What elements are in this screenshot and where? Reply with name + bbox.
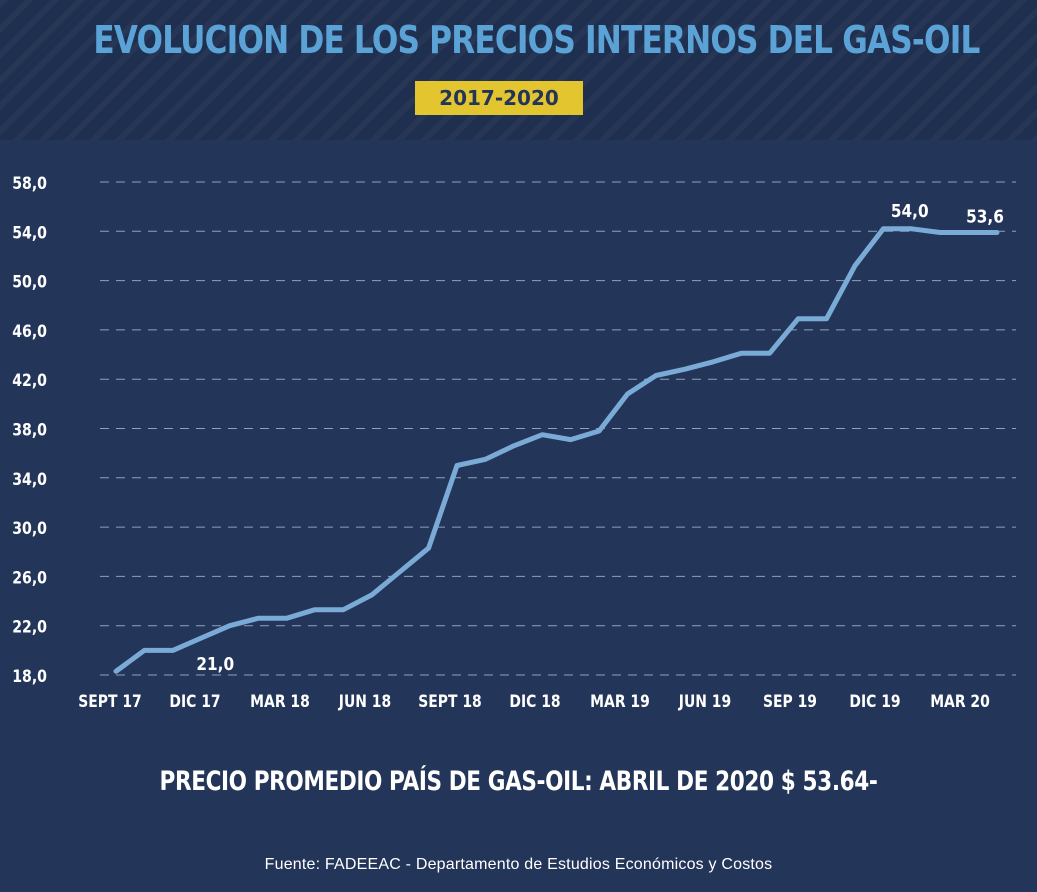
x-tick-label: MAR 19 xyxy=(590,692,650,712)
y-tick-label: 22,0 xyxy=(12,617,47,637)
x-tick-label: SEP 19 xyxy=(763,692,817,712)
x-tick-label: DIC 19 xyxy=(849,692,900,712)
source-note: Fuente: FADEEAC - Departamento de Estudi… xyxy=(264,856,773,873)
y-tick-label: 26,0 xyxy=(12,568,47,588)
y-tick-label: 18,0 xyxy=(12,667,47,687)
y-tick-label: 46,0 xyxy=(12,322,47,342)
x-axis-ticks: SEPT 17 DIC 17 MAR 18 JUN 18 SEPT 18 DIC 18 MA… xyxy=(78,692,990,712)
y-tick-label: 58,0 xyxy=(12,174,47,194)
y-axis-ticks: 18,0 22,0 26,0 30,0 34,0 38,0 42,0 46,0 50,0 54,0… xyxy=(12,174,47,687)
header-band xyxy=(0,0,1037,140)
line-chart: 18,0 22,0 26,0 30,0 34,0 38,0 42,0 46,0 50,0 54,0… xyxy=(12,174,1016,712)
data-label: 54,0 xyxy=(891,200,929,222)
data-label: 53,6 xyxy=(966,205,1004,227)
x-tick-label: DIC 18 xyxy=(509,692,560,712)
x-tick-label: SEPT 18 xyxy=(418,692,481,712)
x-tick-label: JUN 19 xyxy=(678,692,731,712)
series-line-group xyxy=(113,226,1000,674)
x-tick-label: JUN 18 xyxy=(338,692,391,712)
x-tick-label: DIC 17 xyxy=(169,692,220,712)
y-tick-label: 42,0 xyxy=(12,371,47,391)
x-tick-label: MAR 20 xyxy=(930,692,990,712)
average-price-note: PRECIO PROMEDIO PAÍS DE GAS-OIL: ABRIL D… xyxy=(159,766,878,797)
series-line xyxy=(113,226,1000,674)
y-tick-label: 54,0 xyxy=(12,223,47,243)
data-labels: 21,0 54,0 53,6 xyxy=(196,200,1003,675)
y-tick-label: 30,0 xyxy=(12,519,47,539)
chart-title: EVOLUCION DE LOS PRECIOS INTERNOS DEL GA… xyxy=(93,18,980,62)
chart-subtitle: 2017-2020 xyxy=(415,81,583,115)
y-tick-label: 38,0 xyxy=(12,420,47,440)
y-tick-label: 50,0 xyxy=(12,272,47,292)
data-label: 21,0 xyxy=(196,653,234,675)
x-tick-label: SEPT 17 xyxy=(78,692,141,712)
x-tick-label: MAR 18 xyxy=(250,692,310,712)
y-tick-label: 34,0 xyxy=(12,470,47,490)
grid-lines xyxy=(100,181,1016,676)
